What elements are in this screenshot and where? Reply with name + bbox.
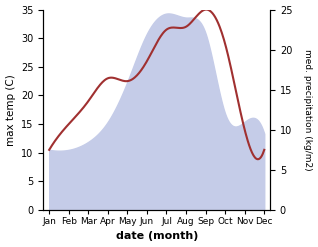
Y-axis label: med. precipitation (kg/m2): med. precipitation (kg/m2): [303, 49, 313, 171]
X-axis label: date (month): date (month): [115, 231, 198, 242]
Y-axis label: max temp (C): max temp (C): [5, 74, 16, 146]
